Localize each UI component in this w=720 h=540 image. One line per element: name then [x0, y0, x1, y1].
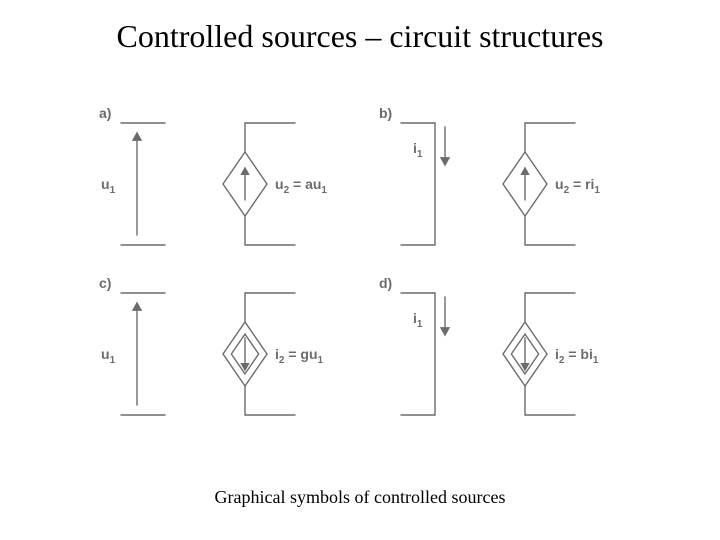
right-variable-label: i2 = gu1 — [275, 346, 323, 366]
right-variable-label: i2 = bi1 — [555, 346, 598, 366]
panel-a: a) u1 u2 = au1 — [95, 105, 355, 265]
panel-d: d) i1 i2 = bi1 — [375, 275, 635, 435]
left-variable-label: u1 — [101, 346, 115, 366]
page-title: Controlled sources – circuit structures — [0, 18, 720, 55]
right-variable-label: u2 = ri1 — [555, 176, 600, 196]
left-variable-label: u1 — [101, 176, 115, 196]
panel-label: a) — [99, 105, 111, 121]
panel-grid: a) u1 u2 = au1 b) i1 u2 = ri1 c) u1 i2 = gu1 d… — [95, 105, 635, 435]
panel-c: c) u1 i2 = gu1 — [95, 275, 355, 435]
panel-label: c) — [99, 275, 111, 291]
left-variable-label: i1 — [413, 140, 422, 160]
panel-label: b) — [379, 105, 392, 121]
figure-caption: Graphical symbols of controlled sources — [0, 487, 720, 508]
left-variable-label: i1 — [413, 310, 422, 330]
right-variable-label: u2 = au1 — [275, 176, 327, 196]
panel-label: d) — [379, 275, 392, 291]
panel-b: b) i1 u2 = ri1 — [375, 105, 635, 265]
